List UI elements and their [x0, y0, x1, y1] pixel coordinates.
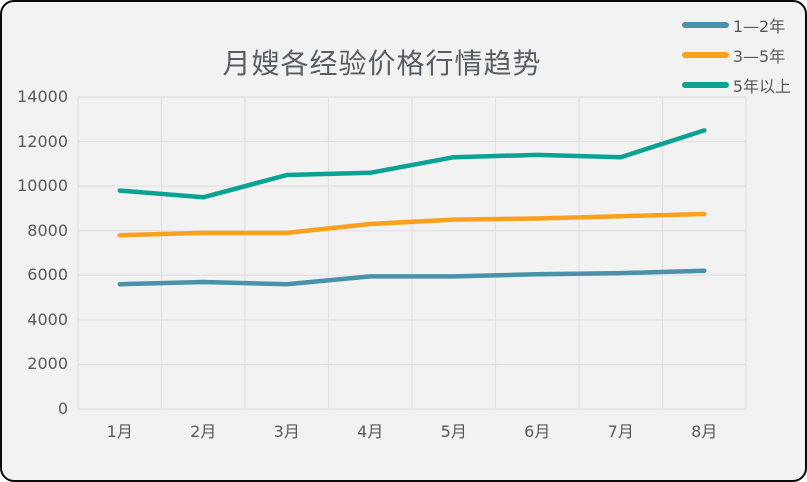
x-tick-label: 6月	[524, 422, 551, 441]
y-axis: 14000 12000 10000 8000 6000 4000 2000 0	[2, 87, 68, 419]
x-tick-label: 3月	[273, 422, 300, 441]
legend-item: 3—5年	[681, 40, 791, 70]
y-tick-label: 8000	[27, 220, 68, 240]
y-tick-label: 6000	[27, 265, 68, 285]
legend-item: 5年以上	[681, 70, 791, 100]
x-axis: 1月 2月 3月 4月 5月 6月 7月 8月	[78, 418, 746, 442]
legend-swatch	[681, 82, 729, 88]
legend-label: 5年以上	[732, 77, 791, 96]
y-tick-label: 0	[57, 398, 68, 418]
x-tick-label: 7月	[607, 422, 634, 441]
x-tick-label: 5月	[440, 422, 467, 441]
legend-label: 1—2年	[732, 17, 786, 36]
legend: 1—2年 3—5年 5年以上	[681, 10, 791, 100]
chart-title: 月嫂各经验价格行情趋势	[222, 47, 542, 80]
x-tick-label: 8月	[691, 422, 718, 441]
legend-item: 1—2年	[681, 10, 791, 40]
x-tick-label: 1月	[106, 422, 133, 441]
x-tick-label: 4月	[357, 422, 384, 441]
x-tick-label: 2月	[190, 422, 217, 441]
legend-swatch	[681, 22, 729, 28]
y-tick-label: 10000	[17, 176, 68, 196]
y-tick-label: 12000	[17, 131, 68, 151]
y-tick-label: 4000	[27, 309, 68, 329]
y-tick-label: 14000	[17, 87, 68, 106]
y-tick-label: 2000	[27, 354, 68, 374]
legend-label: 3—5年	[732, 47, 786, 66]
legend-swatch	[681, 52, 729, 58]
